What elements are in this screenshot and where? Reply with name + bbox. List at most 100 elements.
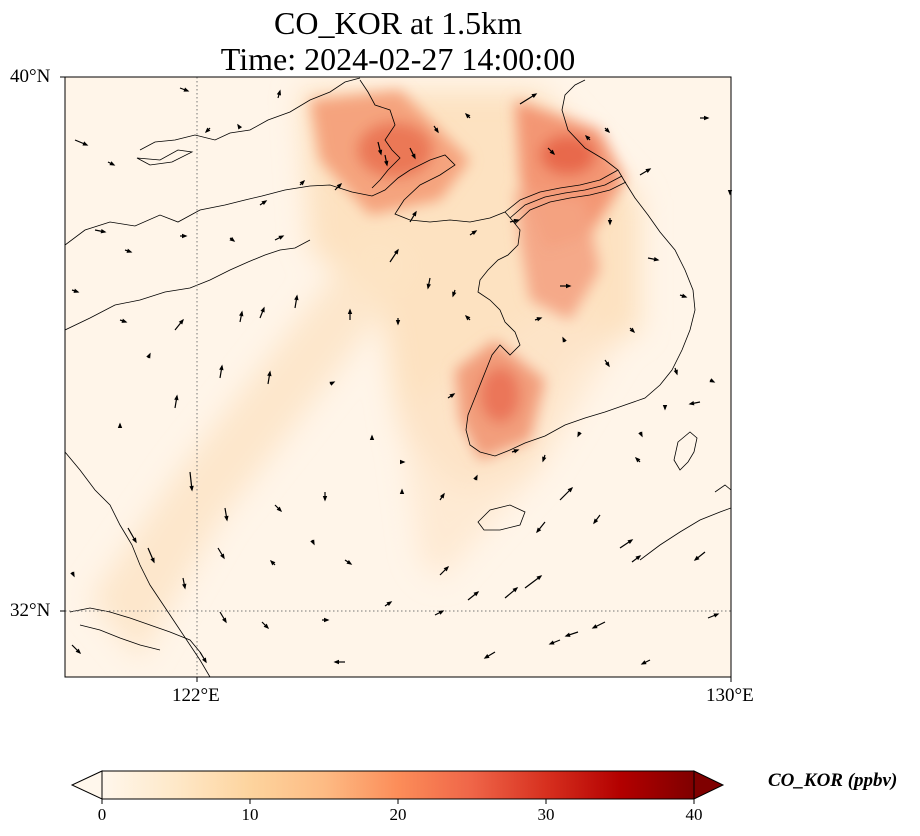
wind-arrow-head <box>536 575 543 581</box>
wind-arrow-head <box>276 506 283 513</box>
wind-arrow-head <box>443 565 450 572</box>
wind-arrow-head <box>333 659 339 665</box>
wind-arrow-head <box>438 610 445 615</box>
wind-arrow-head <box>220 553 225 560</box>
wind-arrow-head <box>399 488 405 494</box>
wind-arrow-head <box>638 431 643 438</box>
wind-arrow-head <box>384 160 389 167</box>
wind-arrow-head <box>709 378 716 383</box>
wind-arrow-head <box>629 327 636 334</box>
wind-arrow-head <box>336 182 343 189</box>
wind-arrow-head <box>150 557 155 564</box>
wind-arrow-head <box>411 153 416 160</box>
wind-arrow-head <box>299 179 306 186</box>
wind-arrow-head <box>471 230 478 236</box>
wind-arrow-head <box>548 640 555 645</box>
wind-arrow-head <box>229 236 236 242</box>
wind-arrow-head <box>566 283 572 289</box>
wind-arrow-head <box>121 318 128 323</box>
wind-arrow-head <box>449 393 456 399</box>
wind-arrow-head <box>182 583 187 590</box>
lon-tick-label-130: 130°E <box>706 685 754 706</box>
map-frame <box>64 76 732 678</box>
wind-arrow-head <box>395 320 401 326</box>
wind-arrow-head <box>473 591 480 597</box>
wind-arrow-head <box>224 515 229 522</box>
wind-arrow-head <box>347 308 353 314</box>
wind-arrow-head <box>662 405 668 411</box>
wind-arrow-head <box>673 369 678 376</box>
wind-arrow-head <box>100 229 107 234</box>
wind-arrow-head <box>713 613 720 618</box>
co-concentration-field <box>65 77 731 677</box>
wind-arrow-head <box>263 623 270 630</box>
wind-arrow-head <box>276 89 282 96</box>
wind-arrow-head <box>577 431 582 438</box>
wind-arrow-head <box>564 632 571 637</box>
wind-arrow-head <box>604 127 611 134</box>
wind-arrow-head <box>269 559 276 566</box>
colorbar-tick-0: 0 <box>97 805 107 824</box>
wind-arrow-head <box>536 317 543 322</box>
wind-arrow-head <box>393 248 399 255</box>
wind-arrow-head <box>473 474 478 481</box>
wind-arrow-head <box>593 518 599 525</box>
wind-arrow-head <box>426 283 431 290</box>
colorbar-tick-20: 20 <box>389 805 407 824</box>
colorbar-tick-40: 40 <box>685 805 703 824</box>
wind-arrow-head <box>237 123 243 130</box>
wind-arrow-head <box>483 654 490 659</box>
wind-arrow-head <box>222 617 227 624</box>
wind-arrow-head <box>377 149 383 156</box>
wind-arrow-head <box>635 555 642 561</box>
wind-arrow-head <box>531 93 538 98</box>
wind-arrow-head <box>412 210 417 217</box>
gridlines <box>65 77 731 677</box>
wind-arrow-head <box>542 456 547 463</box>
wind-arrow-head <box>278 235 285 240</box>
wind-arrow-head <box>693 555 700 561</box>
wind-arrow-head <box>607 220 613 226</box>
wind-arrow-head <box>645 168 652 173</box>
wind-arrow-head <box>400 459 406 465</box>
wind-arrow-head <box>294 294 299 301</box>
wind-arrow-head <box>549 149 556 156</box>
wind-arrow-head <box>536 527 542 534</box>
wind-arrow-head <box>346 559 353 565</box>
wind-arrow-head <box>591 624 598 629</box>
lon-tick-label-122: 122°E <box>172 685 220 706</box>
wind-arrow-head <box>433 127 439 134</box>
wind-arrow-head <box>202 657 207 664</box>
wind-arrow-head <box>627 539 634 545</box>
wind-arrow-head <box>653 257 660 262</box>
wind-arrow-head <box>604 361 610 368</box>
wind-arrow-head <box>634 456 641 463</box>
wind-arrow-head <box>584 134 591 141</box>
colorbar-tick-10: 10 <box>241 805 259 824</box>
wind-arrow-head <box>310 539 315 546</box>
plume-core <box>310 90 625 460</box>
wind-arrow-head <box>178 318 184 325</box>
wind-vectors <box>70 87 733 665</box>
colorbar-tick-30: 30 <box>537 805 555 824</box>
wind-arrow-head <box>70 571 75 578</box>
wind-arrow-head <box>260 306 265 313</box>
wind-arrow-head <box>369 434 375 440</box>
wind-arrow-head <box>126 248 133 253</box>
wind-arrow-head <box>324 617 330 623</box>
wind-arrow-head <box>681 293 688 298</box>
wind-arrow-head <box>239 310 244 317</box>
wind-arrow-head <box>567 486 574 493</box>
axis-ticks <box>60 76 732 682</box>
wind-arrow-head <box>513 218 520 224</box>
wind-arrow-head <box>73 288 80 293</box>
wind-arrow-head <box>452 291 457 298</box>
wind-arrow-head <box>439 492 445 499</box>
wind-arrow-head <box>464 314 471 321</box>
wind-arrow-head <box>82 141 89 146</box>
wind-arrow-head <box>182 233 188 239</box>
wind-arrow-head <box>688 401 695 406</box>
wind-arrow-head <box>219 364 224 371</box>
wind-arrow-head <box>267 370 272 377</box>
